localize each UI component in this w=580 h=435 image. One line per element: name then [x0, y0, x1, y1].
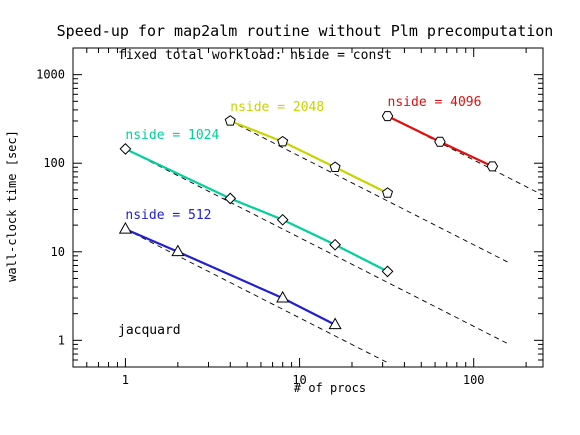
diamond-marker: [224, 192, 237, 205]
series-label: nside = 4096: [388, 95, 482, 110]
y-tick-label: 100: [43, 156, 65, 170]
x-tick-label: 1: [122, 373, 129, 387]
series-labels: nside = 512 nside = 1024 nside = 2048 nside…: [125, 95, 481, 223]
series-label: nside = 2048: [230, 100, 324, 115]
diamond-marker: [119, 143, 132, 155]
triangle-marker: [328, 317, 342, 330]
plot-frame: [72, 47, 544, 368]
pentagon-marker: [277, 135, 289, 147]
ideal-scaling-line: [230, 120, 510, 264]
diamond-marker: [381, 265, 394, 278]
chart-title: Speed-up for map2alm routine without Plm…: [57, 22, 554, 40]
series-markers: [118, 111, 499, 330]
axis-ticks: 1 10 100 1 10 100 1000: [36, 47, 543, 387]
series-line: [124, 228, 336, 326]
triangle-marker: [171, 244, 185, 257]
series-label: nside = 512: [125, 208, 211, 223]
pentagon-marker: [329, 161, 341, 172]
y-tick-label: 10: [51, 245, 65, 259]
annotation-workload: fixed total workload: nside = const: [118, 48, 392, 63]
hexagon-marker: [486, 161, 499, 172]
y-tick-label: 1: [58, 333, 65, 347]
pentagon-marker: [224, 115, 236, 126]
series-line: [229, 119, 389, 195]
y-tick-label: 1000: [36, 68, 65, 82]
annotation-machine: jacquard: [118, 323, 181, 338]
diamond-marker: [329, 238, 342, 251]
diamond-marker: [276, 213, 289, 226]
hexagon-marker: [434, 136, 446, 147]
x-tick-label: 100: [463, 373, 485, 387]
triangle-marker: [118, 221, 132, 234]
pentagon-marker: [381, 187, 394, 198]
ideal-scaling-line: [125, 228, 388, 364]
y-axis-label: wall-clock time [sec]: [5, 130, 19, 282]
hexagon-marker: [381, 111, 394, 122]
x-tick-label: 10: [292, 373, 306, 387]
series-label: nside = 1024: [125, 128, 219, 143]
triangle-marker: [276, 290, 290, 303]
x-axis-label: # of procs: [294, 381, 366, 395]
